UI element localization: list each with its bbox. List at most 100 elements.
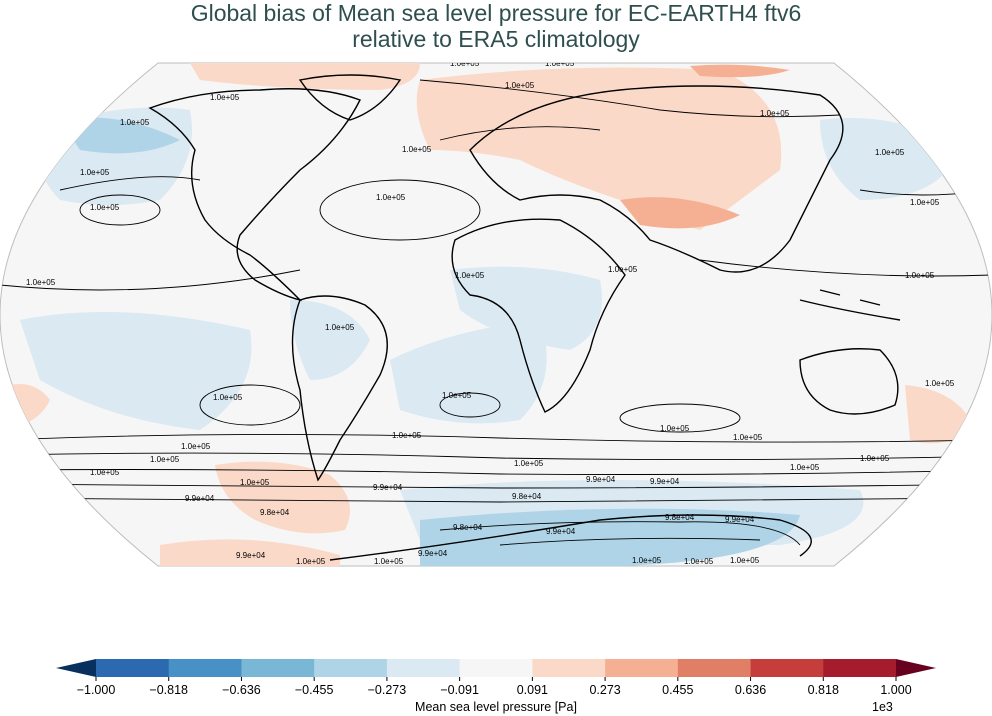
contour-label: 1.0e+05 <box>925 379 955 388</box>
contour-label: 1.0e+05 <box>376 193 406 202</box>
colorbar-tick-label: 1.000 <box>880 683 911 697</box>
colorbar-tick-label: 0.091 <box>517 683 548 697</box>
africa-coast <box>451 218 626 413</box>
contour-label: 9.8e+04 <box>512 492 542 501</box>
contour-label: 1.0e+05 <box>910 198 940 207</box>
colorbar-segment <box>677 659 752 677</box>
contour-label: 1.0e+05 <box>181 442 211 451</box>
contour-label: 1.0e+05 <box>325 323 355 332</box>
colorbar-tick-label: 0.818 <box>808 683 839 697</box>
chart-title-line-2: relative to ERA5 climatology <box>352 26 640 52</box>
contour-label: 1.0e+05 <box>632 556 662 565</box>
colorbar-segment <box>605 659 679 677</box>
contour-label: 9.9e+04 <box>586 475 616 484</box>
positive-bias-eurasia <box>416 67 782 231</box>
negative-bias-tibet <box>620 197 740 229</box>
positive-bias-antarctic <box>160 539 340 566</box>
positive-bias-arctic-core <box>690 64 790 78</box>
contour-label: 1.0e+05 <box>90 203 120 212</box>
colorbar-segment <box>96 659 170 677</box>
negative-bias-africa <box>450 266 602 350</box>
colorbar-label: Mean sea level pressure [Pa] <box>415 700 577 714</box>
colorbar-tick-label: −0.455 <box>295 683 334 697</box>
contour-label: 1.0e+05 <box>240 478 270 487</box>
contour-label: 1.0e+05 <box>733 433 763 442</box>
colorbar-segment <box>459 659 533 677</box>
bias-fill-layer <box>10 63 975 566</box>
antarctica-coast <box>329 514 812 561</box>
negative-bias-antarctic <box>420 508 800 566</box>
contour-label: 1.0e+05 <box>392 431 422 440</box>
colorbar-segment <box>386 659 461 677</box>
contour-label: 1.0e+05 <box>905 271 935 280</box>
pressure-contours <box>0 79 992 546</box>
colorbar-tick-label: 0.636 <box>735 683 766 697</box>
colorbar-tick-label: −0.636 <box>222 683 261 697</box>
contour-label: 1.0e+05 <box>120 118 150 127</box>
contour-label: 1.0e+05 <box>875 148 905 157</box>
colorbar-tick-label: −0.818 <box>149 683 188 697</box>
contour-label: 1.0e+05 <box>545 59 575 68</box>
eurasia-coast <box>469 85 844 273</box>
colorbar-segment <box>532 659 606 677</box>
contour-label: 1.0e+05 <box>660 424 690 433</box>
contour-label: 9.9e+04 <box>650 477 680 486</box>
contour-label: 9.9e+04 <box>546 527 576 536</box>
contour-label: 9.9e+04 <box>236 551 266 560</box>
contour-label: 1.0e+05 <box>374 557 404 566</box>
colorbar-segment <box>168 659 242 677</box>
south-america-coast <box>291 295 388 482</box>
contour-label: 1.0e+05 <box>860 454 890 463</box>
contour-label: 1.0e+05 <box>505 81 535 90</box>
contour-label: 1.0e+05 <box>455 271 485 280</box>
coastlines <box>148 74 901 561</box>
contour-label: 1.0e+05 <box>90 468 120 477</box>
contour-label: 1.0e+05 <box>402 145 432 154</box>
colorbar-segments <box>56 659 936 677</box>
contour-label-layer: 1.0e+05 1.0e+05 1.0e+05 1.0e+05 1.0e+05 … <box>26 59 955 566</box>
negative-bias-atlantic <box>390 320 547 424</box>
contour-label: 1.0e+05 <box>450 59 480 68</box>
colorbar-tick-label: −0.091 <box>440 683 479 697</box>
colorbar-tick-label: −0.273 <box>368 683 407 697</box>
contour-label: 1.0e+05 <box>514 459 544 468</box>
contour-label: 1.0e+05 <box>150 455 180 464</box>
contour-label: 1.0e+05 <box>80 168 110 177</box>
colorbar-ticks: −1.000 −0.818 −0.636 −0.455 −0.273 −0.091 0.09… <box>77 677 912 697</box>
colorbar-segment <box>750 659 824 677</box>
colorbar-tick-label: 0.455 <box>662 683 693 697</box>
contour-label: 1.0e+05 <box>442 391 472 400</box>
contour-label: 1.0e+05 <box>760 109 790 118</box>
negative-bias-south-america <box>290 300 370 380</box>
contour-label: 1.0e+05 <box>684 557 714 566</box>
chart-title-line-1: Global bias of Mean sea level pressure f… <box>190 0 802 26</box>
positive-bias-south-pacific <box>215 461 350 534</box>
colorbar-segment <box>314 659 388 677</box>
contour-label: 9.9e+04 <box>373 483 403 492</box>
colorbar-under-arrow <box>56 659 96 677</box>
colorbar-tick-label: −1.000 <box>77 683 116 697</box>
contour-label: 9.8e+04 <box>453 523 483 532</box>
contour-label: 9.9e+04 <box>725 515 755 524</box>
contour-label: 9.9e+04 <box>185 494 215 503</box>
contour-label: 1.0e+05 <box>213 393 243 402</box>
contour-label: 9.9e+04 <box>418 549 448 558</box>
contour-label: 1.0e+05 <box>296 557 326 566</box>
contour-label: 1.0e+05 <box>210 93 240 102</box>
colorbar-over-arrow <box>896 659 936 677</box>
colorbar-segment <box>241 659 315 677</box>
contour-label: 1.0e+05 <box>730 556 760 565</box>
australia-coast <box>799 348 899 415</box>
colorbar-segment <box>823 659 897 677</box>
positive-bias-north <box>190 63 420 90</box>
contour-label: 9.8e+04 <box>665 513 695 522</box>
greenland-coast <box>298 74 402 121</box>
colorbar-multiplier: 1e3 <box>872 700 893 714</box>
southeast-asia-islands <box>799 289 901 321</box>
contour-label: 9.8e+04 <box>260 508 290 517</box>
negative-bias-tropical-pacific <box>20 312 252 430</box>
colorbar-tick-label: 0.273 <box>589 683 620 697</box>
negative-bias-aleutian <box>60 117 180 154</box>
